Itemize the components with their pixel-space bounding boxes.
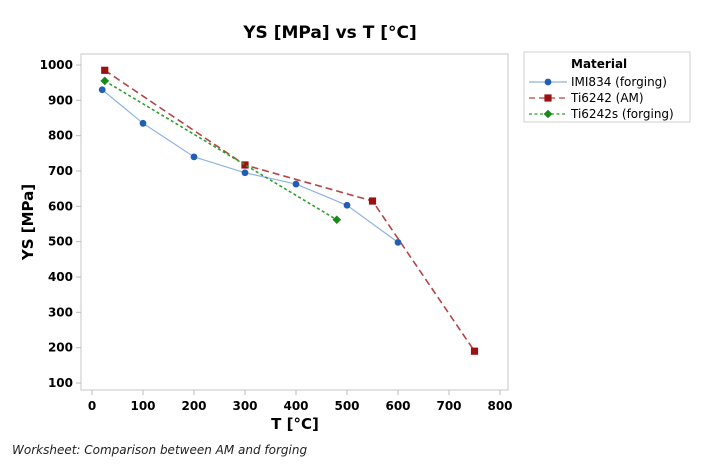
data-point bbox=[100, 76, 110, 86]
x-tick-label: 300 bbox=[232, 399, 257, 413]
legend-label: Ti6242s (forging) bbox=[570, 107, 674, 121]
x-tick-label: 400 bbox=[283, 399, 308, 413]
legend-item: Ti6242 (AM) bbox=[529, 91, 644, 105]
y-tick-label: 100 bbox=[48, 376, 73, 390]
series-ti6242-am bbox=[101, 66, 479, 355]
x-tick-label: 100 bbox=[130, 399, 155, 413]
plot-frame bbox=[80, 53, 509, 391]
series-line bbox=[104, 80, 338, 221]
y-tick-label: 600 bbox=[48, 199, 73, 213]
legend: Material IMI834 (forging) Ti6242 (AM) Ti62… bbox=[523, 51, 691, 123]
legend-item: Ti6242s (forging) bbox=[529, 107, 674, 121]
chart-title: YS [MPa] vs T [°C] bbox=[242, 23, 416, 43]
worksheet-caption: Worksheet: Comparison between AM and for… bbox=[12, 443, 308, 457]
data-point bbox=[98, 86, 106, 94]
y-tick-label: 300 bbox=[48, 305, 73, 319]
legend-box bbox=[523, 51, 691, 123]
x-tick-label: 0 bbox=[88, 399, 96, 413]
legend-label: IMI834 (forging) bbox=[571, 75, 667, 89]
data-point bbox=[343, 201, 351, 209]
data-point bbox=[241, 169, 249, 177]
series-layer bbox=[98, 66, 479, 355]
y-tick-label: 800 bbox=[48, 129, 73, 143]
x-tick-label: 200 bbox=[181, 399, 206, 413]
y-tick-label: 900 bbox=[48, 93, 73, 107]
x-axis: 0 100 200 300 400 500 600 700 800 bbox=[88, 390, 513, 413]
y-axis-label: YS [MPa] bbox=[19, 184, 37, 261]
x-tick-label: 800 bbox=[487, 399, 512, 413]
y-tick-label: 500 bbox=[48, 235, 73, 249]
series-imi834-forging bbox=[98, 86, 402, 246]
y-tick-label: 1000 bbox=[40, 58, 73, 72]
x-tick-label: 700 bbox=[436, 399, 461, 413]
data-point bbox=[332, 215, 342, 225]
series-line bbox=[101, 89, 399, 243]
data-point bbox=[394, 238, 402, 246]
series-line bbox=[104, 69, 476, 352]
data-point bbox=[292, 180, 300, 188]
y-axis: 100 200 300 400 500 600 700 800 900 1000 bbox=[40, 58, 81, 390]
data-point bbox=[139, 119, 147, 127]
series-ti6242s-forging bbox=[100, 76, 342, 225]
legend-title: Material bbox=[571, 57, 627, 71]
y-tick-label: 400 bbox=[48, 270, 73, 284]
x-tick-label: 500 bbox=[334, 399, 359, 413]
data-point bbox=[190, 153, 198, 161]
legend-marker bbox=[544, 78, 552, 86]
data-point bbox=[241, 161, 249, 169]
legend-label: Ti6242 (AM) bbox=[570, 91, 644, 105]
y-tick-label: 200 bbox=[48, 341, 73, 355]
y-tick-label: 700 bbox=[48, 164, 73, 178]
data-point bbox=[101, 66, 109, 74]
legend-marker bbox=[543, 109, 553, 119]
x-axis-label: T [°C] bbox=[271, 415, 319, 433]
legend-marker bbox=[544, 94, 552, 102]
data-point bbox=[470, 347, 479, 355]
data-point bbox=[368, 197, 377, 205]
legend-item: IMI834 (forging) bbox=[529, 75, 667, 89]
x-tick-label: 600 bbox=[385, 399, 410, 413]
